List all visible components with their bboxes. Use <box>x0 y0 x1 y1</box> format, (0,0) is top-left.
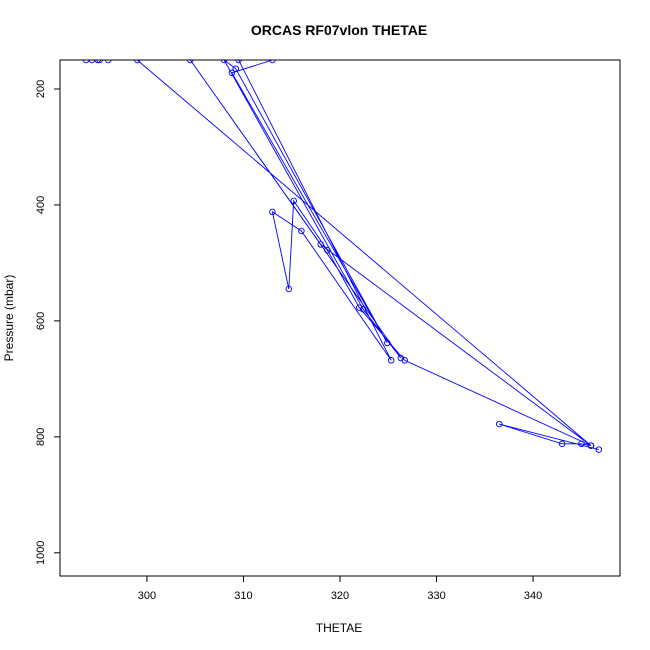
x-axis: 300 310 320 330 340 <box>138 576 542 602</box>
data-point <box>387 357 395 364</box>
x-tick-label: 300 <box>138 590 156 602</box>
data-point <box>384 339 391 347</box>
y-axis: 200 400 600 800 1000 <box>35 80 60 565</box>
data-point <box>359 306 367 313</box>
x-tick-label: 330 <box>427 590 445 602</box>
data-point <box>317 241 324 248</box>
data-point <box>324 246 331 254</box>
data-point <box>232 65 239 72</box>
plot-frame <box>59 59 621 577</box>
data-point <box>285 285 293 293</box>
plot-area <box>82 60 603 453</box>
data-point <box>587 442 595 449</box>
x-tick-label: 310 <box>234 590 252 602</box>
series-line <box>86 60 599 451</box>
x-tick-label: 340 <box>524 590 542 602</box>
data-point <box>298 227 305 235</box>
data-point <box>228 69 236 77</box>
y-tick-label: 600 <box>35 312 47 330</box>
y-axis-label: Pressure (mbar) <box>2 275 16 362</box>
data-point <box>290 197 297 205</box>
x-axis-label: THETAE <box>316 621 362 635</box>
y-tick-label: 200 <box>35 80 47 98</box>
data-point <box>269 208 276 216</box>
x-tick-label: 320 <box>331 590 349 602</box>
y-tick-label: 1000 <box>35 541 47 565</box>
y-tick-label: 400 <box>35 196 47 214</box>
chart-title: ORCAS RF07vlon THETAE <box>251 22 427 38</box>
data-point <box>558 440 566 448</box>
y-tick-label: 800 <box>35 428 47 446</box>
data-point <box>496 420 503 428</box>
data-point <box>578 440 585 448</box>
data-point <box>595 446 603 453</box>
data-point <box>356 304 363 311</box>
data-point <box>397 354 405 362</box>
